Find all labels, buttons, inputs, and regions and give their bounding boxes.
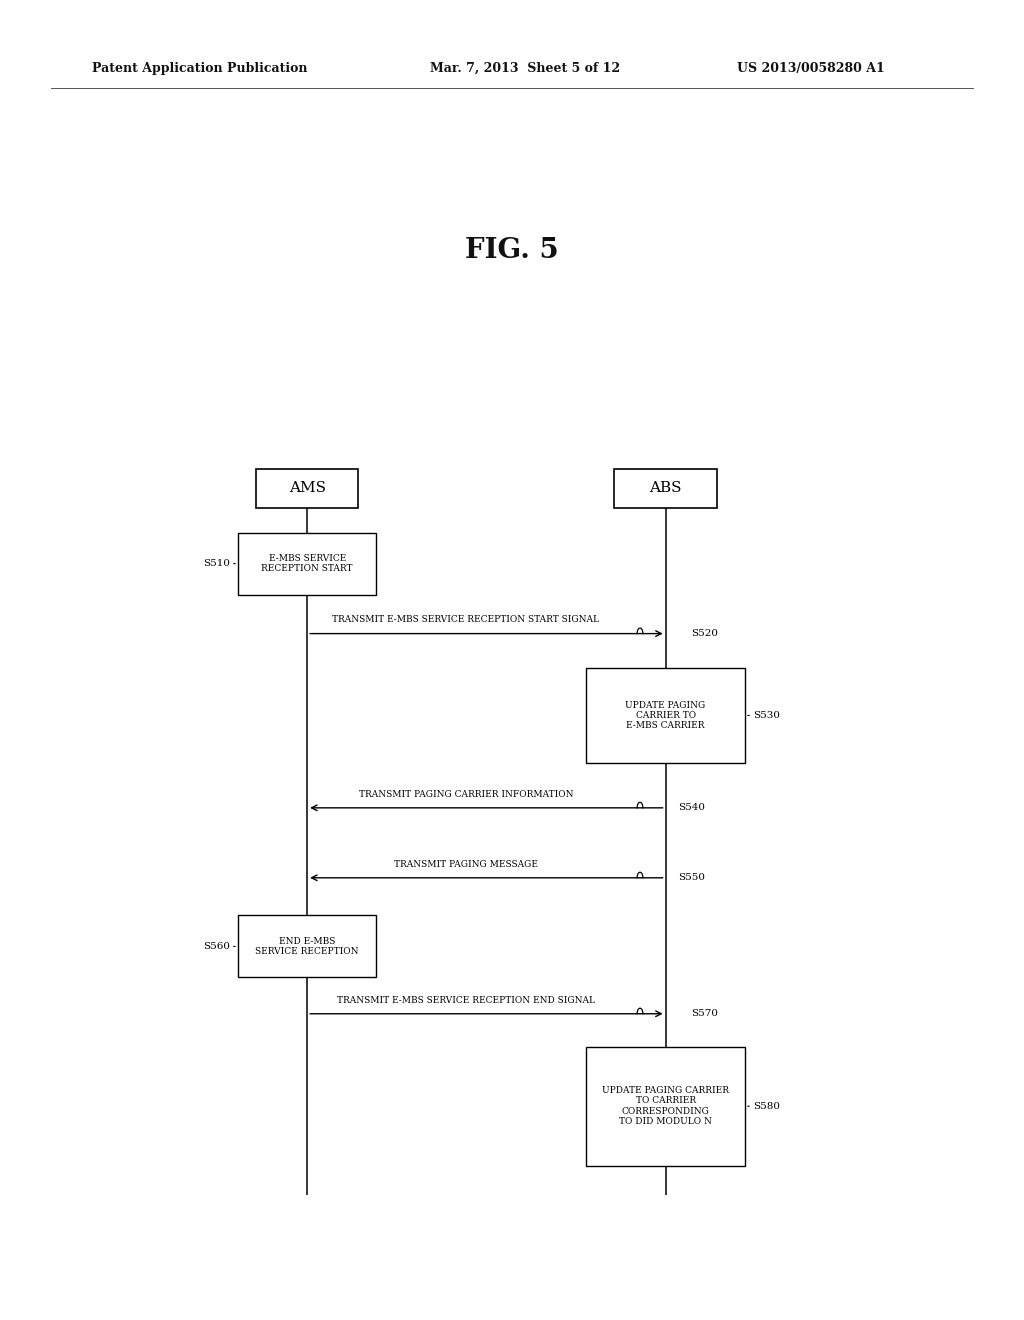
Text: S520: S520 bbox=[691, 630, 718, 638]
Bar bbox=[586, 668, 745, 763]
Text: ABS: ABS bbox=[649, 482, 682, 495]
Bar bbox=[238, 916, 377, 977]
Text: TRANSMIT PAGING MESSAGE: TRANSMIT PAGING MESSAGE bbox=[394, 859, 538, 869]
Text: S550: S550 bbox=[678, 874, 705, 882]
Text: S560: S560 bbox=[203, 942, 229, 950]
Text: S510: S510 bbox=[203, 560, 229, 568]
Bar bbox=[256, 469, 358, 508]
Text: FIG. 5: FIG. 5 bbox=[465, 238, 559, 264]
Bar bbox=[238, 532, 377, 594]
Text: E-MBS SERVICE
RECEPTION START: E-MBS SERVICE RECEPTION START bbox=[261, 554, 353, 573]
Text: S580: S580 bbox=[754, 1102, 780, 1110]
Text: END E-MBS
SERVICE RECEPTION: END E-MBS SERVICE RECEPTION bbox=[255, 937, 359, 956]
Text: S530: S530 bbox=[754, 711, 780, 719]
Text: TRANSMIT PAGING CARRIER INFORMATION: TRANSMIT PAGING CARRIER INFORMATION bbox=[358, 789, 573, 799]
Bar bbox=[614, 469, 717, 508]
Text: TRANSMIT E-MBS SERVICE RECEPTION END SIGNAL: TRANSMIT E-MBS SERVICE RECEPTION END SIG… bbox=[337, 995, 595, 1005]
Text: S540: S540 bbox=[678, 804, 705, 812]
Text: US 2013/0058280 A1: US 2013/0058280 A1 bbox=[737, 62, 885, 75]
Text: Mar. 7, 2013  Sheet 5 of 12: Mar. 7, 2013 Sheet 5 of 12 bbox=[430, 62, 621, 75]
Text: TRANSMIT E-MBS SERVICE RECEPTION START SIGNAL: TRANSMIT E-MBS SERVICE RECEPTION START S… bbox=[333, 615, 599, 624]
Text: Patent Application Publication: Patent Application Publication bbox=[92, 62, 307, 75]
Text: AMS: AMS bbox=[289, 482, 326, 495]
Text: S570: S570 bbox=[691, 1010, 718, 1018]
Bar bbox=[586, 1047, 745, 1166]
Text: UPDATE PAGING
CARRIER TO
E-MBS CARRIER: UPDATE PAGING CARRIER TO E-MBS CARRIER bbox=[626, 701, 706, 730]
Text: UPDATE PAGING CARRIER
TO CARRIER
CORRESPONDING
TO DID MODULO N: UPDATE PAGING CARRIER TO CARRIER CORRESP… bbox=[602, 1086, 729, 1126]
